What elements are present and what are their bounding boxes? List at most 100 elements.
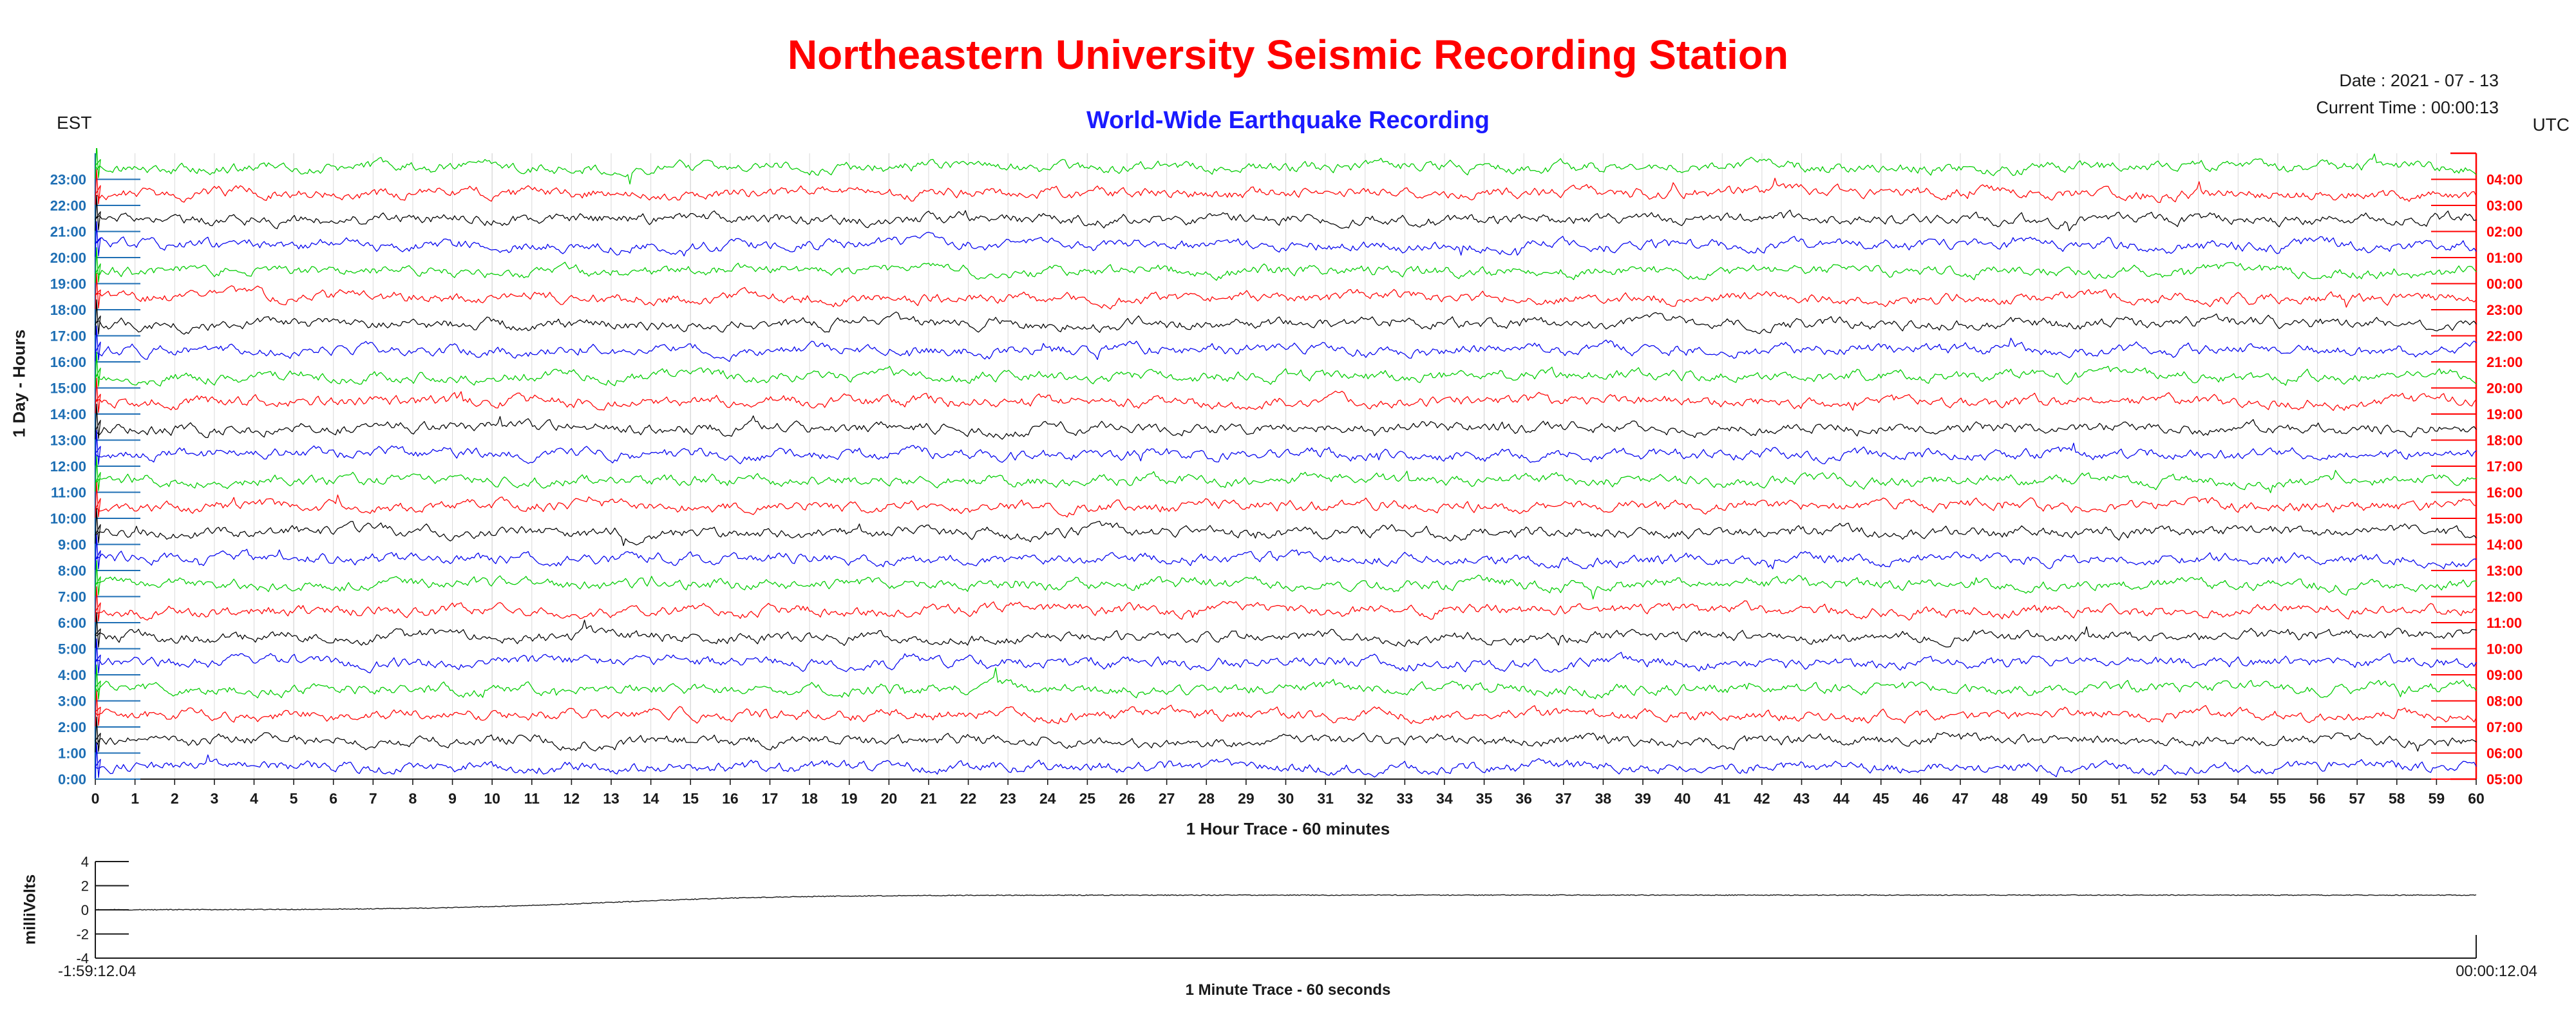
minute-y-tick-label: 2 [81, 878, 89, 894]
helicorder-x-tick-label: 22 [960, 790, 977, 807]
helicorder-trace [95, 742, 2477, 779]
helicorder-trace [95, 403, 2477, 440]
helicorder-x-tick-label: 51 [2111, 790, 2128, 807]
helicorder-trace [95, 612, 2477, 648]
helicorder-x-tick-label: 18 [801, 790, 818, 807]
helicorder-x-tick-label: 5 [290, 790, 298, 807]
helicorder-left-hour-label: 12:00 [50, 458, 86, 475]
helicorder-x-tick-label: 32 [1357, 790, 1374, 807]
helicorder-left-hour-label: 5:00 [58, 641, 86, 657]
helicorder-x-tick-label: 55 [2269, 790, 2286, 807]
helicorder-left-hour-label: 17:00 [50, 328, 86, 344]
helicorder-trace [95, 534, 2477, 571]
helicorder-x-tick-label: 60 [2468, 790, 2485, 807]
helicorder-x-tick-label: 50 [2071, 790, 2088, 807]
helicorder-x-tick-label: 48 [1992, 790, 2009, 807]
helicorder-x-tick-label: 11 [524, 790, 540, 807]
helicorder-right-hour-label: 03:00 [2486, 198, 2523, 214]
helicorder-right-hour-label: 20:00 [2486, 381, 2523, 397]
helicorder-trace [95, 664, 2477, 701]
minute-y-tick-label: -4 [76, 950, 89, 967]
helicorder-x-tick-label: 23 [999, 790, 1016, 807]
helicorder-trace [95, 148, 2477, 185]
helicorder-left-hour-label: 8:00 [58, 563, 86, 579]
helicorder-panel[interactable]: 23:00 04:00 22:00 03:00 21:00 02:00 20:00 01:00… [0, 148, 2576, 811]
helicorder-x-tick-label: 20 [881, 790, 898, 807]
helicorder-x-tick-label: 17 [762, 790, 779, 807]
helicorder-right-hour-label: 06:00 [2486, 746, 2523, 762]
helicorder-x-tick-label: 9 [448, 790, 457, 807]
helicorder-right-hour-label: 16:00 [2486, 485, 2523, 501]
minute-y-tick-label: 0 [81, 902, 89, 918]
helicorder-left-hour-label: 2:00 [58, 719, 86, 735]
helicorder-trace [95, 299, 2477, 335]
helicorder-x-tick-label: 8 [409, 790, 417, 807]
helicorder-left-hour-label: 20:00 [50, 250, 86, 266]
helicorder-right-hour-label: 11:00 [2486, 615, 2522, 631]
helicorder-trace [95, 325, 2477, 363]
helicorder-x-tick-label: 29 [1238, 790, 1255, 807]
page-title: Northeastern University Seismic Recordin… [787, 32, 1789, 78]
helicorder-x-tick-label: 59 [2429, 790, 2445, 807]
helicorder-left-hour-label: 6:00 [58, 615, 86, 631]
helicorder-x-tick-label: 46 [1913, 790, 1929, 807]
helicorder-x-tick-label: 36 [1515, 790, 1532, 807]
helicorder-right-hour-label: 21:00 [2486, 354, 2523, 370]
helicorder-x-tick-label: 33 [1397, 790, 1414, 807]
helicorder-x-tick-label: 31 [1317, 790, 1334, 807]
helicorder-x-tick-label: 47 [1952, 790, 1969, 807]
helicorder-x-tick-label: 4 [250, 790, 258, 807]
helicorder-trace [95, 507, 2477, 547]
minute-y-tick-label: -2 [76, 927, 89, 943]
helicorder-trace [95, 247, 2477, 283]
helicorder-x-tick-label: 34 [1436, 790, 1453, 807]
helicorder-right-hour-label: 02:00 [2486, 224, 2523, 240]
helicorder-right-hour-label: 12:00 [2486, 589, 2523, 605]
timezone-label-left: EST [57, 113, 92, 133]
helicorder-right-hour-label: 13:00 [2486, 563, 2523, 579]
helicorder-x-tick-label: 12 [564, 790, 580, 807]
helicorder-x-tick-label: 45 [1873, 790, 1889, 807]
helicorder-trace [95, 221, 2477, 258]
minute-trace-start-time: -1:59:12.04 [58, 963, 137, 980]
helicorder-left-hour-label: 21:00 [50, 224, 86, 240]
helicorder-x-tick-label: 44 [1833, 790, 1850, 807]
helicorder-trace [95, 455, 2477, 493]
helicorder-right-hour-label: 09:00 [2486, 667, 2523, 683]
helicorder-x-tick-label: 13 [603, 790, 620, 807]
helicorder-left-hour-label: 1:00 [58, 746, 86, 762]
helicorder-trace [95, 169, 2477, 205]
helicorder-left-hour-label: 16:00 [50, 354, 86, 370]
helicorder-trace [95, 560, 2477, 599]
helicorder-right-hour-label: 19:00 [2486, 406, 2523, 422]
helicorder-right-hour-label: 05:00 [2486, 771, 2523, 787]
helicorder-x-tick-label: 19 [841, 790, 858, 807]
helicorder-right-hour-label: 10:00 [2486, 641, 2523, 657]
helicorder-right-hour-label: 18:00 [2486, 433, 2523, 449]
minute-trace-y-axis-title: milliVolts [21, 874, 39, 945]
helicorder-right-hour-label: 08:00 [2486, 693, 2523, 710]
helicorder-x-tick-label: 58 [2389, 790, 2405, 807]
helicorder-trace [95, 716, 2477, 753]
minute-trace-panel[interactable]: 4 2 0 -2 -4 [0, 850, 2576, 979]
helicorder-right-hour-label: 22:00 [2486, 328, 2523, 344]
helicorder-x-tick-label: 54 [2230, 790, 2247, 807]
helicorder-trace [95, 194, 2477, 232]
minute-trace-end-time: 00:00:12.04 [2456, 963, 2537, 980]
helicorder-x-tick-label: 0 [91, 790, 100, 807]
helicorder-right-hour-label: 00:00 [2486, 276, 2523, 292]
helicorder-left-hour-label: 10:00 [50, 511, 86, 527]
helicorder-x-tick-label: 26 [1119, 790, 1135, 807]
helicorder-x-tick-label: 30 [1278, 790, 1294, 807]
helicorder-x-tick-label: 1 [131, 790, 139, 807]
helicorder-x-tick-label: 41 [1714, 790, 1730, 807]
helicorder-right-hour-label: 04:00 [2486, 172, 2523, 188]
minute-trace-plot[interactable]: 4 2 0 -2 -4 [0, 850, 2576, 979]
helicorder-left-hour-label: 3:00 [58, 693, 86, 710]
helicorder-x-tick-label: 24 [1039, 790, 1056, 807]
helicorder-right-hour-label: 17:00 [2486, 458, 2523, 475]
helicorder-x-tick-label: 53 [2190, 790, 2207, 807]
helicorder-x-tick-label: 57 [2349, 790, 2365, 807]
helicorder-x-tick-label: 35 [1476, 790, 1493, 807]
